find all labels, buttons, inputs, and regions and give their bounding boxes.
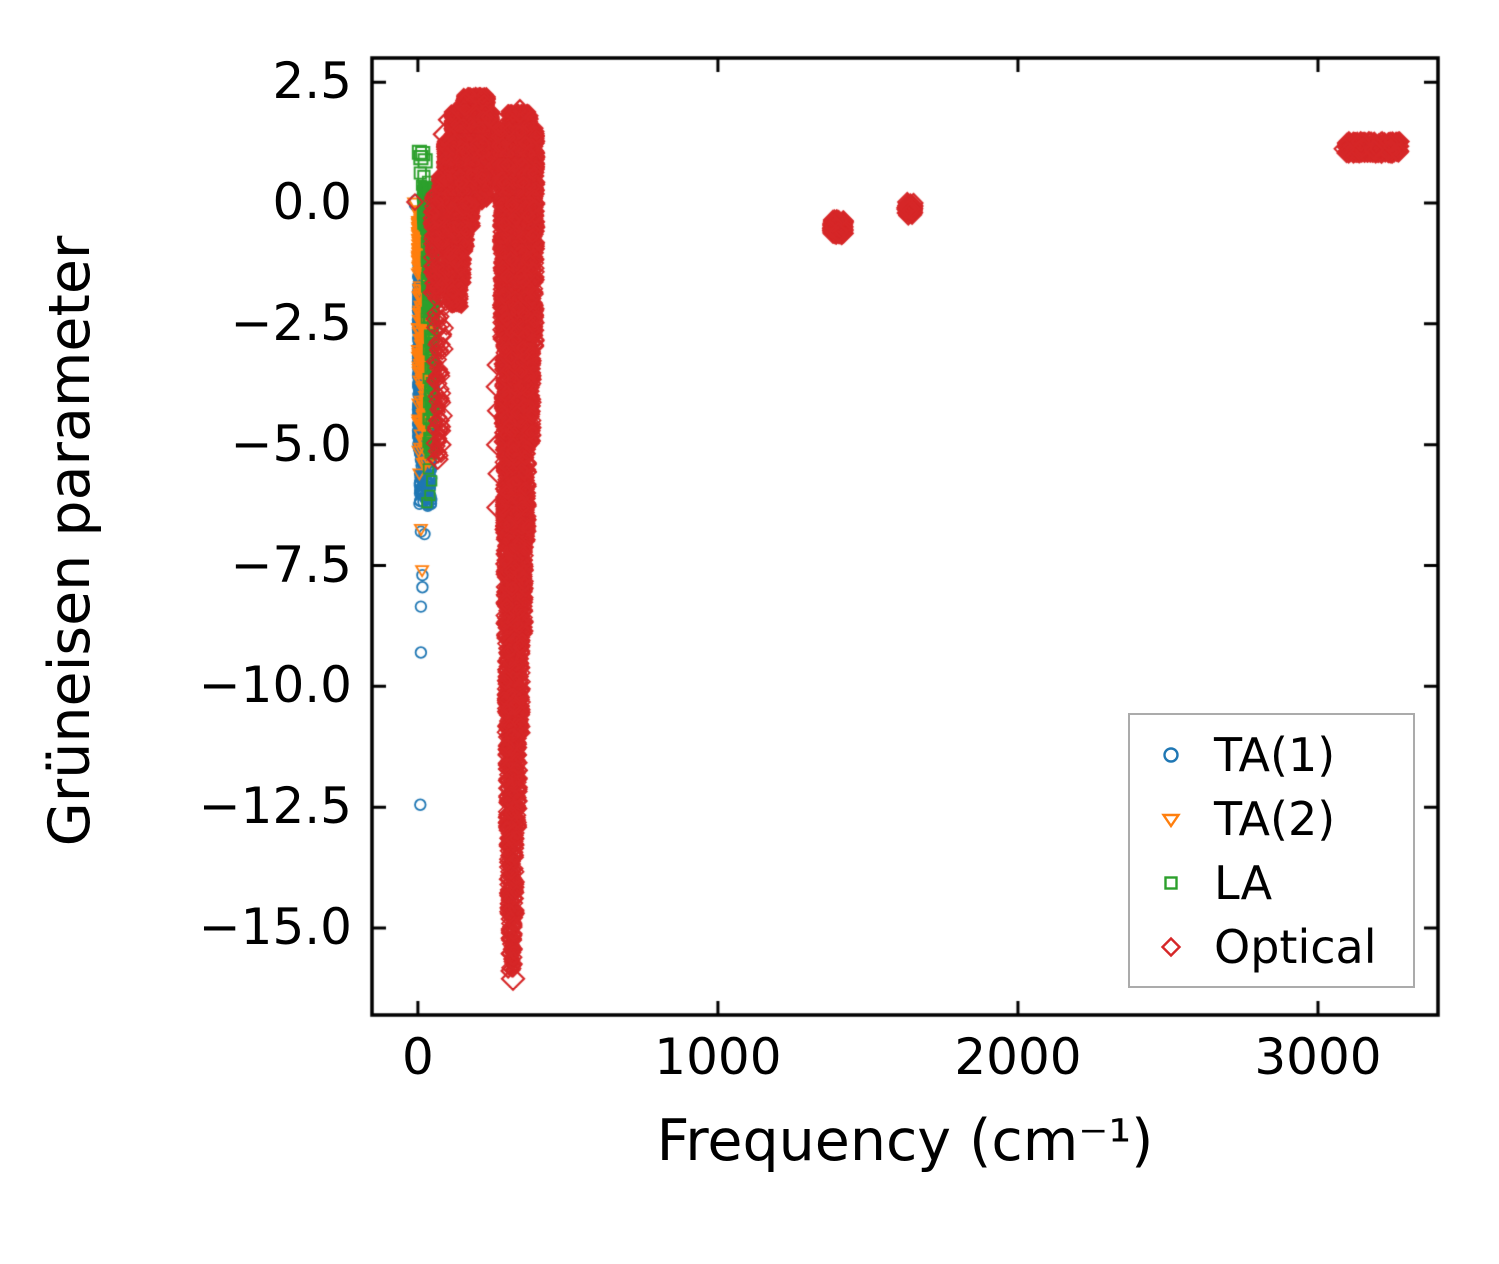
x-axis-title: Frequency (cm⁻¹) [656, 1108, 1154, 1174]
legend-label: Optical [1214, 919, 1377, 974]
y-tick-label: 2.5 [272, 52, 352, 111]
legend: TA(1) TA(2) LA Optical [1128, 713, 1415, 988]
square-marker-icon [1164, 875, 1178, 890]
y-tick-label: −2.5 [230, 293, 352, 352]
y-tick-label: −5.0 [230, 414, 352, 473]
y-tick-label: −12.5 [198, 777, 352, 836]
legend-label: TA(2) [1214, 791, 1336, 846]
diamond-marker-icon [1160, 936, 1182, 957]
y-tick-label: −7.5 [230, 535, 352, 594]
circle-marker-icon [1163, 746, 1179, 763]
legend-item-ta2: TA(2) [1130, 787, 1413, 851]
y-tick-label: −10.0 [198, 656, 352, 715]
legend-item-ta1: TA(1) [1130, 723, 1413, 787]
x-tick-label: 3000 [1254, 1028, 1382, 1086]
x-tick-label: 1000 [654, 1028, 782, 1086]
legend-label: TA(1) [1214, 727, 1336, 782]
y-tick-label: 0.0 [272, 173, 352, 231]
x-tick-label: 0 [401, 1028, 434, 1086]
y-tick-label: −15.0 [198, 898, 352, 956]
legend-label: LA [1214, 855, 1273, 910]
legend-item-la: LA [1130, 851, 1413, 915]
triangle-down-marker-icon [1161, 813, 1181, 828]
x-tick-label: 2000 [954, 1028, 1082, 1086]
legend-item-optical: Optical [1130, 915, 1413, 979]
